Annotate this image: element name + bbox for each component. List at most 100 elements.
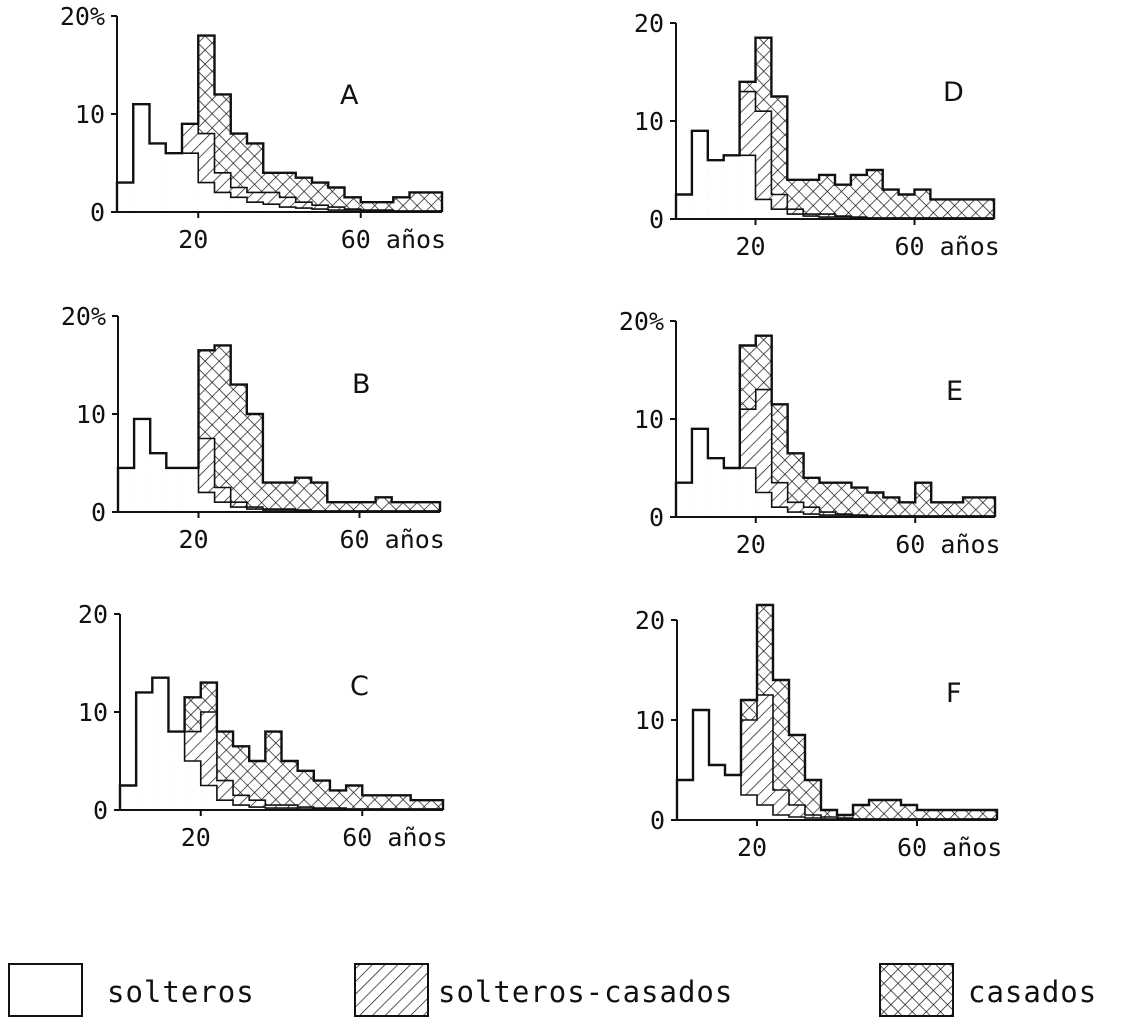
panel-c-bar-c-16 [378, 795, 395, 810]
panel-b-bar-s-0 [118, 467, 135, 512]
panel-e-label: E [946, 376, 963, 407]
panel-d-bar-c-8 [803, 179, 820, 219]
panel-d-bar-c-6 [771, 96, 788, 219]
panel-b-bar-s-4 [182, 467, 199, 512]
panel-a-y-tick-label-0: 20% [60, 2, 105, 31]
panel-f-y-tick-label-0: 20 [635, 606, 665, 635]
panel-a-bar-s-3 [165, 153, 182, 212]
panel-d-bar-s-3 [723, 155, 740, 219]
panel-b-bar-s-8 [246, 509, 263, 512]
panel-e-bars [674, 334, 997, 517]
panel-f-x-tick-label-1: 60 años [897, 833, 1002, 862]
panel-f-bar-c-18 [965, 810, 981, 820]
panel-a-bar-s-11 [295, 208, 312, 212]
panel-e-bar-c-7 [787, 453, 804, 517]
panel-d: 20 10 0 20 60 años D [634, 9, 1000, 261]
panel-e: 20% 10 0 20 60 años E [619, 307, 1001, 559]
panel-b-bar-s-6 [214, 502, 231, 512]
panel-b-bar-s-7 [230, 507, 247, 512]
panel-e-x-tick-label-0: 20 [736, 530, 766, 559]
panel-e-bar-s-6 [771, 507, 788, 517]
panel-b-bar-c-7 [230, 384, 247, 512]
panel-f-x-tick-label-0: 20 [737, 833, 767, 862]
panel-a-bar-s-9 [263, 204, 280, 212]
panel-d-bar-s-4 [739, 155, 756, 219]
panel-f-bar-c-9 [821, 810, 837, 820]
panel-c-bar-c-17 [394, 795, 411, 810]
panel-a-bar-sc-11 [295, 202, 312, 212]
panel-a-bar-s-7 [230, 197, 247, 212]
panel-e-bar-c-10 [835, 482, 852, 517]
panel-a-x-tick-label-0: 20 [178, 225, 208, 254]
panel-f-y-tick-label-1: 10 [635, 706, 665, 735]
panel-f-label: F [946, 678, 962, 709]
panel-b-bar-c-19 [423, 502, 440, 512]
panel-e-bar-c-15 [915, 482, 932, 517]
panel-f-bar-sc-6 [773, 790, 789, 820]
panel-c-bar-c-15 [362, 795, 379, 810]
panel-c-y-tick-label-1: 10 [78, 698, 108, 727]
panel-b-bar-s-3 [166, 467, 183, 512]
panel-f-bar-s-0 [677, 780, 693, 820]
panel-b: 20% 10 0 20 60 años B [61, 302, 445, 554]
panel-d-bar-c-19 [978, 199, 994, 219]
legend-swatch-solteros [8, 963, 83, 1017]
legend: solteros solteros-casados casados [8, 963, 1097, 1017]
panel-f-bar-c-14 [901, 805, 917, 820]
panel-a-bars [115, 34, 444, 212]
panel-f-bar-c-11 [853, 805, 869, 820]
panel-e-bar-c-11 [851, 487, 868, 517]
panel-b-bar-c-10 [279, 482, 296, 512]
panel-a-bar-s-12 [312, 209, 329, 212]
panel-f-axes: 20 10 0 20 60 años F [635, 606, 1002, 862]
panel-a: 20% 10 0 20 60 años A [60, 2, 446, 254]
panel-f-bar-c-13 [885, 800, 901, 820]
panel-c-bar-s-3 [168, 731, 185, 810]
panel-b-bar-c-6 [214, 345, 231, 512]
panel-d-bar-c-14 [898, 194, 915, 219]
panel-d-bar-sc-5 [755, 111, 772, 219]
panel-e-bar-c-9 [819, 482, 836, 517]
panel-d-label: D [943, 77, 964, 108]
panel-e-bar-c-17 [947, 502, 964, 517]
panel-d-bar-c-18 [962, 199, 979, 219]
panel-a-axes: 20% 10 0 20 60 años A [60, 2, 446, 254]
panel-b-bar-c-9 [262, 482, 279, 512]
panel-e-bar-c-19 [979, 497, 995, 517]
panel-c-bar-sc-8 [249, 800, 266, 810]
panel-c-y-tick-label-0: 20 [78, 600, 108, 629]
panel-d-bar-c-11 [850, 174, 867, 219]
panel-d-bar-c-13 [882, 189, 899, 219]
panel-d-axes: 20 10 0 20 60 años D [634, 9, 1000, 261]
panel-b-y-tick-label-0: 20% [61, 302, 106, 331]
panel-c-bar-s-8 [249, 807, 266, 810]
panel-c-bar-s-0 [120, 785, 137, 810]
panel-d-bar-c-10 [835, 184, 851, 219]
panel-e-bar-c-16 [931, 502, 948, 517]
panel-b-bar-c-14 [343, 502, 360, 512]
panel-b-bar-s-1 [134, 418, 151, 512]
panel-f-bar-s-5 [757, 805, 773, 820]
panel-c-y-tick-label-2: 0 [93, 796, 108, 825]
panel-e-bar-c-13 [883, 497, 900, 517]
panel-e-bar-s-5 [755, 492, 772, 517]
panel-c-x-tick-label-1: 60 años [342, 823, 447, 852]
panel-d-y-tick-label-0: 20 [634, 9, 664, 38]
panel-e-x-tick-label-1: 60 años [895, 530, 1000, 559]
panel-d-x-tick-label-0: 20 [736, 232, 766, 261]
panel-a-bar-c-18 [409, 192, 426, 212]
panel-c-bar-s-2 [152, 677, 169, 810]
panel-d-bar-s-1 [691, 130, 708, 219]
panel-b-bar-c-12 [311, 482, 328, 512]
panel-a-bar-s-10 [279, 207, 296, 212]
panel-c-bar-c-13 [329, 790, 347, 810]
panel-f-bar-c-8 [805, 780, 821, 820]
panel-a-bar-c-16 [377, 202, 394, 212]
panel-a-bar-c-13 [328, 187, 345, 212]
panel-c-bar-s-6 [216, 800, 234, 810]
panel-b-axes: 20% 10 0 20 60 años B [61, 302, 445, 554]
panel-d-y-tick-label-1: 10 [634, 107, 664, 136]
panel-e-bar-s-3 [723, 468, 740, 517]
panel-a-bar-c-17 [393, 197, 410, 212]
legend-label-casados: casados [968, 975, 1097, 1009]
